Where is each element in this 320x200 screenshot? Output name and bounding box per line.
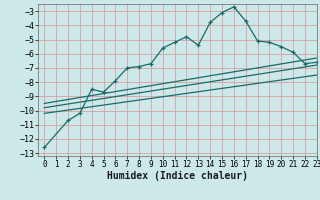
- X-axis label: Humidex (Indice chaleur): Humidex (Indice chaleur): [107, 171, 248, 181]
